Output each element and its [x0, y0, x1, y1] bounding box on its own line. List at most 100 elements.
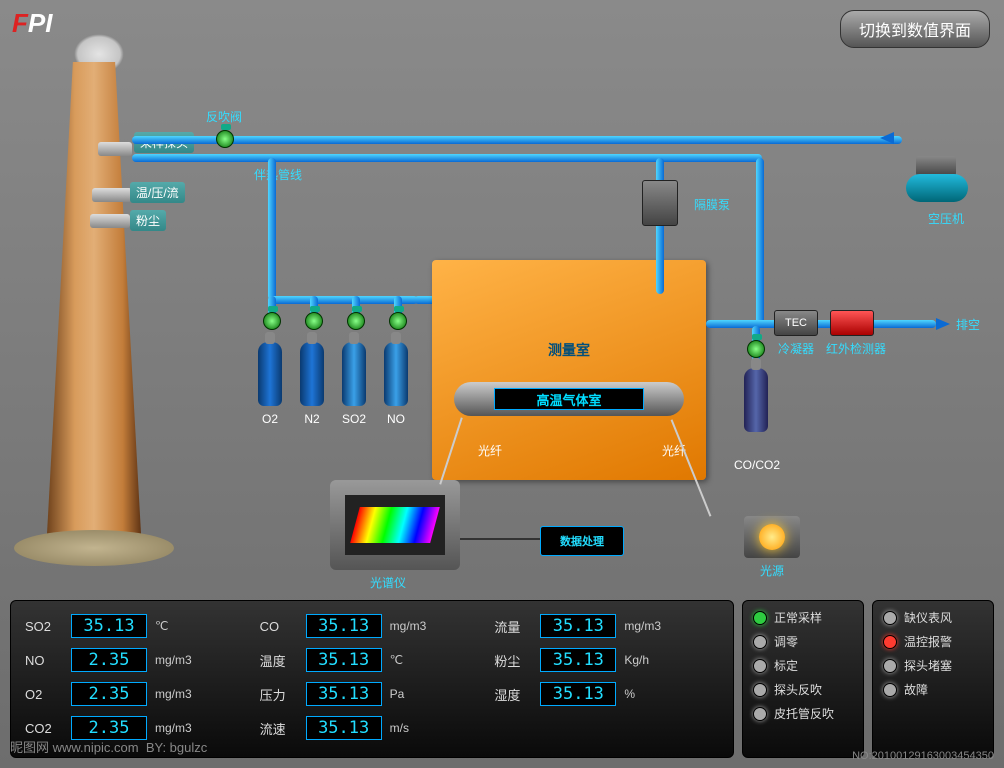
status-故障[interactable]: 故障 [883, 681, 983, 698]
cylinder-label: O2 [255, 412, 285, 426]
valve-so2[interactable] [347, 312, 365, 330]
measurement-温度: 温度35.13℃ [260, 643, 485, 677]
chimney [46, 62, 142, 552]
measurement-粉尘: 粉尘35.13Kg/h [494, 643, 719, 677]
meas-value: 35.13 [540, 682, 616, 706]
gas-chamber-label: 高温气体室 [494, 388, 644, 410]
cylinder-label: SO2 [339, 412, 369, 426]
status-缺仪表风[interactable]: 缺仪表风 [883, 609, 983, 626]
label-ir: 红外检测器 [826, 340, 886, 357]
compressor [902, 156, 974, 206]
status-label: 探头堵塞 [904, 657, 952, 674]
meas-unit: mg/m3 [155, 653, 199, 667]
led-icon [883, 611, 897, 625]
ir-detector-box [830, 310, 874, 336]
pipe-pump [656, 158, 664, 294]
status-label: 温控报警 [904, 633, 952, 650]
measurement-湿度: 湿度 35.13% [494, 677, 719, 711]
watermark: 昵图网 www.nipic.com BY: bgulzc [10, 737, 207, 756]
meas-value: 35.13 [540, 648, 616, 672]
cylinder-no [384, 342, 408, 406]
label-dust: 粉尘 [130, 210, 166, 231]
port-sample [98, 142, 132, 156]
led-icon [883, 659, 897, 673]
status-label: 缺仪表风 [904, 609, 952, 626]
pipe-right [756, 158, 764, 324]
measurement-SO2: SO235.13℃ [25, 609, 250, 643]
meas-value: 2.35 [71, 648, 147, 672]
cylinder-label: NO [381, 412, 411, 426]
meas-label: 流量 [494, 617, 532, 636]
meas-value: 35.13 [306, 682, 382, 706]
status-标定[interactable]: 标定 [753, 657, 853, 674]
status-label: 调零 [774, 633, 798, 650]
label-light-source: 光源 [760, 562, 784, 579]
port-dust [90, 214, 130, 228]
spectrometer [330, 480, 460, 570]
meas-unit: mg/m3 [155, 687, 199, 701]
logo: FFPIPI [12, 8, 52, 39]
meas-label: CO [260, 619, 298, 634]
meas-label: CO2 [25, 721, 63, 736]
status-panel-left: 正常采样调零标定探头反吹皮托管反吹 [742, 600, 864, 758]
cylinder-n2 [300, 342, 324, 406]
meas-unit: ℃ [390, 653, 434, 667]
label-condenser: 冷凝器 [778, 340, 814, 357]
cylinder-label: N2 [297, 412, 327, 426]
backflush-valve[interactable] [216, 130, 234, 148]
meas-label: 湿度 [494, 685, 532, 704]
led-icon [753, 683, 767, 697]
cylinder-o2 [258, 342, 282, 406]
cylinder-so2 [342, 342, 366, 406]
valve-coco2[interactable] [747, 340, 765, 358]
status-label: 正常采样 [774, 609, 822, 626]
label-backflush: 反吹阀 [206, 108, 242, 125]
pipe-tec [706, 320, 936, 328]
status-探头反吹[interactable]: 探头反吹 [753, 681, 853, 698]
pipe-v1 [268, 158, 276, 300]
light-source [744, 516, 800, 558]
status-panel-right: 缺仪表风温控报警探头堵塞故障 [872, 600, 994, 758]
status-探头堵塞[interactable]: 探头堵塞 [883, 657, 983, 674]
meas-unit: Kg/h [624, 653, 668, 667]
label-coco2: CO/CO2 [734, 458, 780, 472]
led-icon [883, 635, 897, 649]
status-正常采样[interactable]: 正常采样 [753, 609, 853, 626]
label-compressor: 空压机 [928, 210, 964, 227]
meas-label: NO [25, 653, 63, 668]
led-icon [753, 659, 767, 673]
arrow-exhaust [936, 318, 950, 330]
led-icon [753, 707, 767, 721]
measurement-CO: CO35.13mg/m3 [260, 609, 485, 643]
meas-unit: ℃ [155, 619, 199, 633]
meas-value: 35.13 [306, 716, 382, 740]
label-spectrometer: 光谱仪 [370, 574, 406, 591]
cylinder-coco2 [744, 368, 768, 432]
data-proc-box: 数据处理 [540, 526, 624, 556]
arrow-compressor [880, 132, 894, 144]
valve-no[interactable] [389, 312, 407, 330]
valve-o2[interactable] [263, 312, 281, 330]
status-label: 探头反吹 [774, 681, 822, 698]
status-皮托管反吹[interactable]: 皮托管反吹 [753, 705, 853, 722]
meas-label: 温度 [260, 651, 298, 670]
process-diagram: 采样探头 温/压/流 粉尘 反吹阀 伴热管线 空压机 O2N2SO2NO 球门阀… [0, 40, 1004, 600]
port-tpf [92, 188, 132, 202]
status-温控报警[interactable]: 温控报警 [883, 633, 983, 650]
led-icon [753, 611, 767, 625]
meas-unit: Pa [390, 687, 434, 701]
label-temp-press-flow: 温/压/流 [130, 182, 185, 203]
status-label: 故障 [904, 681, 928, 698]
led-icon [753, 635, 767, 649]
meas-label: 压力 [260, 685, 298, 704]
label-pump: 隔膜泵 [694, 196, 730, 213]
meas-value: 35.13 [540, 614, 616, 638]
status-调零[interactable]: 调零 [753, 633, 853, 650]
measurement-压力: 压力 35.13 Pa [260, 677, 485, 711]
meas-value: 35.13 [71, 614, 147, 638]
label-heated-line: 伴热管线 [254, 166, 302, 183]
valve-n2[interactable] [305, 312, 323, 330]
label-fiber-1: 光纤 [478, 442, 502, 459]
meas-unit: % [624, 687, 668, 701]
meas-unit: mg/m3 [390, 619, 434, 633]
